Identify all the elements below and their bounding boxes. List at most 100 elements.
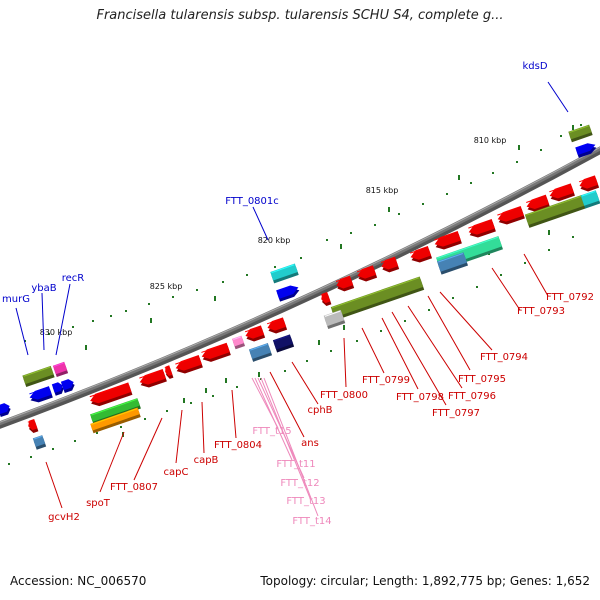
scale-dot <box>48 333 50 335</box>
gene-label-FTT_t12: FTT_t12 <box>280 478 319 489</box>
scale-tick <box>318 340 320 345</box>
gene-red-13-face <box>201 342 230 360</box>
scale-dot <box>236 386 238 388</box>
gene-trna-cluster <box>231 335 246 350</box>
cds-band-4-highlight <box>91 398 137 416</box>
connector-FTT_0807 <box>133 417 163 481</box>
connector-ybaB <box>41 292 45 351</box>
gene-ans-cds-face <box>272 334 294 350</box>
scale-dot <box>470 182 472 184</box>
scale-dot <box>52 448 54 450</box>
gene-red-3-face <box>497 206 524 222</box>
scale-tick <box>388 207 390 212</box>
connector-FTT_0799 <box>361 327 385 374</box>
gene-red-11 <box>266 317 288 334</box>
gene-red-2-highlight <box>526 197 539 203</box>
gene-red-16 <box>164 365 174 379</box>
gene-red-6 <box>410 246 433 263</box>
connector-recR <box>55 283 71 356</box>
cds-band-4b-face <box>90 407 140 431</box>
gene-label-recR: recR <box>62 273 85 284</box>
gene-red-1-highlight <box>549 186 564 193</box>
gene-edge-highlight <box>0 403 4 407</box>
gene-red-0-highlight <box>578 178 589 183</box>
scale-dot <box>476 286 478 288</box>
scale-tick <box>183 398 185 403</box>
scale-dot <box>446 193 448 195</box>
connector-FTT_0793 <box>491 267 521 311</box>
gene-red-7-highlight <box>380 259 390 263</box>
gene-red-1-face <box>549 183 574 199</box>
cds-band-2b-face <box>436 252 468 272</box>
gene-red-8-highlight <box>356 268 367 273</box>
gene-red-5-highlight <box>434 234 451 241</box>
cds-band-4 <box>90 398 141 425</box>
connector-murG <box>15 307 29 356</box>
connector-FTT_0801c <box>252 206 269 241</box>
gene-red-0 <box>578 175 600 192</box>
connector-gcvH2 <box>45 461 63 509</box>
gene-label-ybaB: ybaB <box>31 283 56 294</box>
gene-ybaB-cds <box>52 361 69 378</box>
connector-capB <box>201 401 205 454</box>
connector-FTT_0792 <box>523 253 549 297</box>
gene-red-3 <box>497 206 525 225</box>
scale-dot <box>274 266 276 268</box>
gene-label-FTT_0804: FTT_0804 <box>214 440 262 451</box>
gene-red-6-highlight <box>410 249 421 254</box>
scale-dot <box>246 274 248 276</box>
gene-label-FTT_0799: FTT_0799 <box>362 375 410 386</box>
gene-kdsD-face <box>575 143 596 156</box>
gene-red-16-highlight <box>164 366 167 369</box>
accession-label: Accession: NC_006570 <box>10 574 147 588</box>
scale-label: 830 kbp <box>40 328 73 337</box>
gene-cphB-cds <box>248 343 273 362</box>
gene-red-13-highlight <box>201 345 220 353</box>
scale-tick <box>548 230 550 235</box>
gene-label-FTT_0801c: FTT_0801c <box>225 196 279 207</box>
gene-red-13 <box>201 342 231 362</box>
scale-tick <box>258 372 260 377</box>
connector-capC <box>175 409 183 464</box>
gene-label-spoT: spoT <box>86 498 111 509</box>
gene-red-9-highlight <box>335 278 345 282</box>
gene-kdsD <box>575 143 597 158</box>
gene-FTT_0801c-cds <box>270 263 299 284</box>
scale-dot <box>222 281 224 283</box>
scale-dot <box>422 203 424 205</box>
cds-band-3-face <box>330 276 424 318</box>
gene-murG-face <box>29 386 52 400</box>
gene-label-capB: capB <box>194 455 219 466</box>
gene-gcvH2-cds-highlight <box>33 435 42 440</box>
gene-red-12-face <box>245 325 265 339</box>
cds-band-4-face <box>90 398 140 422</box>
gene-red-1 <box>549 183 575 202</box>
gene-red-15-face <box>139 369 166 385</box>
gene-label-FTT_0798: FTT_0798 <box>396 392 444 403</box>
scale-dot <box>428 309 430 311</box>
connector-trna-4 <box>263 377 319 517</box>
cds-band-1 <box>524 195 587 228</box>
gene-red-12 <box>244 325 266 342</box>
scale-dot <box>380 330 382 332</box>
gene-red-2-face <box>526 194 550 210</box>
connector-trna-1 <box>254 377 293 461</box>
gene-murG-cds <box>22 365 55 387</box>
cds-band-1-highlight <box>525 195 582 216</box>
scale-dot <box>92 320 94 322</box>
scale-dot <box>8 463 10 465</box>
scale-dot <box>516 161 518 163</box>
gene-red-6-face <box>410 246 432 260</box>
scale-dot <box>398 213 400 215</box>
gene-label-FTT_0794: FTT_0794 <box>480 352 528 363</box>
scale-dot <box>144 418 146 420</box>
scale-label: 820 kbp <box>258 236 291 245</box>
gene-red-0-face <box>579 175 599 189</box>
scale-label: 815 kbp <box>366 186 399 195</box>
genome-backbone-edge <box>0 146 600 429</box>
topology-label: Topology: circular; Length: 1,892,775 bp… <box>260 574 590 588</box>
scale-dot <box>30 456 32 458</box>
scale-tick <box>214 296 216 301</box>
scale-tick <box>572 125 574 130</box>
